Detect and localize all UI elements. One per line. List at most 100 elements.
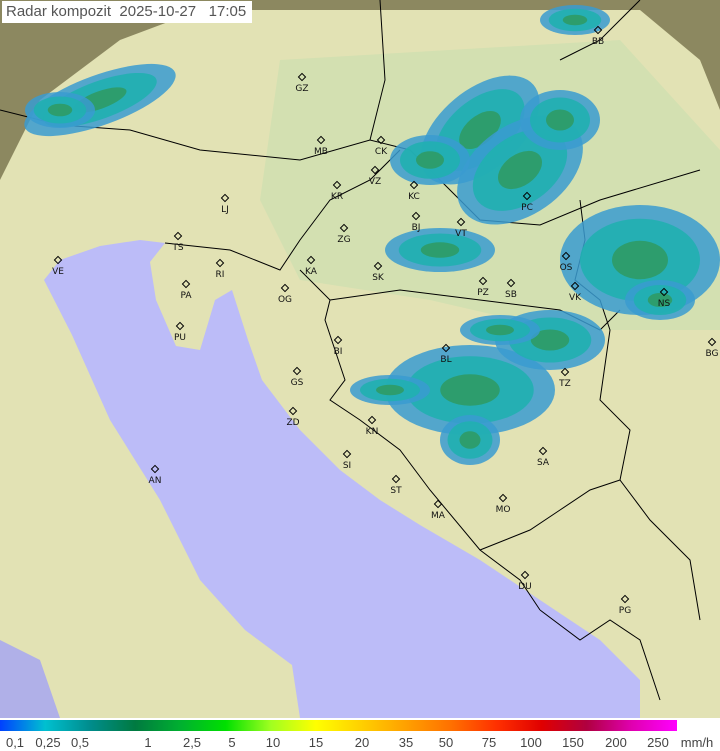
legend-tick: 5	[228, 735, 236, 750]
city-label: SA	[537, 458, 550, 468]
rain-echo	[440, 374, 500, 406]
city-marker-icon	[707, 337, 717, 347]
city-label: BG	[706, 349, 719, 359]
title-date: 2025-10-27	[119, 3, 197, 20]
city-marker-icon	[292, 366, 302, 376]
city-label: PG	[619, 606, 631, 616]
city-label: OG	[278, 295, 292, 305]
city-label: ZG	[337, 235, 350, 245]
city-label: VZ	[369, 177, 381, 187]
city-label: PA	[180, 291, 192, 301]
city-marker-icon	[561, 251, 571, 261]
city-label: DU	[518, 582, 532, 592]
legend-tick: 1	[144, 735, 152, 750]
city-marker-icon	[520, 570, 530, 580]
city-marker-icon	[522, 191, 532, 201]
rain-echo	[562, 14, 588, 26]
city-marker-icon	[659, 287, 669, 297]
city-label: KN	[366, 427, 379, 437]
city-label: GS	[291, 378, 304, 388]
city-marker-icon	[391, 474, 401, 484]
city-marker-icon	[409, 180, 419, 190]
city-marker-icon	[297, 72, 307, 82]
rain-echoes	[24, 5, 720, 465]
city-marker-icon	[220, 193, 230, 203]
legend-tick: 35	[398, 735, 414, 750]
city-label: GZ	[295, 84, 308, 94]
city-label: PZ	[477, 288, 489, 298]
city-marker-icon	[342, 449, 352, 459]
city-label: PC	[521, 203, 533, 213]
city-label: BJ	[412, 223, 421, 233]
city-marker-icon	[506, 278, 516, 288]
adriatic-sea	[44, 240, 640, 718]
city-label: OS	[560, 263, 573, 273]
city-marker-icon	[215, 258, 225, 268]
rain-echo	[497, 150, 543, 190]
rain-echo	[459, 110, 501, 150]
city-label: KC	[408, 192, 420, 202]
city-label: BL	[440, 355, 451, 365]
city-marker-icon	[316, 135, 326, 145]
city-label: VK	[569, 293, 582, 303]
city-marker-icon	[433, 499, 443, 509]
rain-echo	[416, 151, 444, 169]
city-marker-icon	[373, 261, 383, 271]
city-marker-icon	[560, 367, 570, 377]
rain-echo	[486, 324, 514, 336]
rain-echo	[420, 242, 460, 258]
city-marker-icon	[570, 281, 580, 291]
city-marker-icon	[593, 25, 603, 35]
legend-tick: 200	[605, 735, 627, 750]
legend-color-scale	[0, 720, 677, 731]
rain-echo	[612, 240, 668, 280]
city-marker-icon	[53, 255, 63, 265]
city-marker-icon	[306, 255, 316, 265]
city-label: SK	[372, 273, 385, 283]
city-marker-icon	[288, 406, 298, 416]
tyrrhenian-sea	[0, 640, 60, 718]
city-label: BI	[334, 347, 343, 357]
city-label: MO	[496, 505, 511, 515]
legend-tick: 20	[354, 735, 370, 750]
city-label: VT	[455, 229, 467, 239]
legend-tick: 0,5	[70, 735, 90, 750]
city-marker-icon	[411, 211, 421, 221]
city-marker-icon	[538, 446, 548, 456]
city-label: TS	[171, 243, 183, 253]
radar-map[interactable]: GZ BB MB CK VZ KR KC LJ PC ZG BJ VT TS VE KA SK RI OS PA OG…	[0, 0, 720, 718]
city-marker-icon	[620, 594, 630, 604]
legend-tick: 250	[647, 735, 669, 750]
city-label: NS	[658, 299, 671, 309]
city-marker-icon	[478, 276, 488, 286]
city-marker-icon	[181, 279, 191, 289]
city-marker-icon	[173, 231, 183, 241]
city-label: ZD	[286, 418, 299, 428]
city-label: BB	[592, 37, 604, 47]
legend-tick: 0,25	[35, 735, 61, 750]
city-marker-icon	[339, 223, 349, 233]
legend-tick: 50	[438, 735, 454, 750]
legend-unit: mm/h	[680, 735, 714, 750]
city-label: TZ	[558, 379, 571, 389]
legend-tick: 75	[481, 735, 497, 750]
legend-tick: 100	[520, 735, 542, 750]
city-label: RI	[216, 270, 225, 280]
legend-tick: 2,5	[182, 735, 202, 750]
city-label: MB	[314, 147, 328, 157]
city-marker-icon	[370, 165, 380, 175]
legend-tick: 10	[265, 735, 281, 750]
title-time: 17:05	[208, 3, 247, 20]
city-marker-icon	[280, 283, 290, 293]
city-label: MA	[431, 511, 446, 521]
city-label: CK	[375, 147, 388, 157]
legend-tick: 15	[308, 735, 324, 750]
city-marker-icon	[333, 335, 343, 345]
legend-tick: 0,1	[5, 735, 25, 750]
city-label: KR	[331, 192, 343, 202]
city-marker-icon	[332, 180, 342, 190]
radar-title: Radar kompozit 2025-10-27 17:05	[2, 1, 253, 23]
city-marker-icon	[175, 321, 185, 331]
city-label: PU	[174, 333, 186, 343]
